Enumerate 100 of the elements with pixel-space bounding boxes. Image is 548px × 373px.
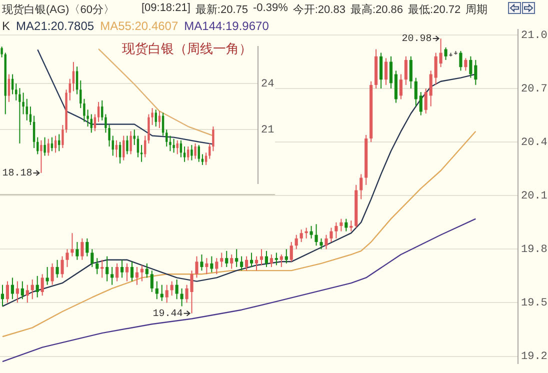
candlestick bbox=[195, 256, 198, 278]
candlestick bbox=[300, 229, 303, 243]
text: MA21:20.7805 bbox=[16, 19, 94, 33]
candlestick bbox=[340, 218, 343, 232]
candlestick bbox=[90, 248, 94, 268]
candlestick bbox=[118, 141, 122, 164]
candlestick bbox=[210, 256, 214, 273]
y-tick-label: 19.2 bbox=[521, 351, 548, 364]
candlestick bbox=[280, 254, 283, 268]
candlestick bbox=[18, 88, 21, 144]
candlestick bbox=[72, 61, 75, 92]
candlestick bbox=[220, 252, 224, 268]
text: MA55:20.4607 bbox=[100, 19, 178, 33]
candlestick bbox=[183, 146, 186, 162]
text: 最高:20.86 bbox=[350, 2, 404, 17]
candlestick bbox=[474, 59, 478, 86]
candlestick bbox=[140, 264, 144, 282]
candlestick bbox=[444, 46, 448, 60]
candlestick bbox=[44, 136, 46, 156]
candlestick bbox=[324, 234, 328, 250]
candlestick bbox=[414, 77, 418, 107]
candlestick bbox=[284, 248, 288, 264]
candlestick bbox=[96, 258, 99, 275]
candlestick bbox=[104, 114, 107, 134]
candlestick bbox=[165, 284, 168, 304]
candlestick bbox=[80, 80, 82, 109]
candlestick bbox=[260, 248, 264, 266]
candlestick bbox=[254, 256, 258, 272]
text: MA144:19.9670 bbox=[184, 19, 269, 33]
candlestick bbox=[384, 58, 388, 86]
y-tick-label: 21.0 bbox=[521, 30, 548, 42]
candlestick bbox=[145, 262, 148, 278]
candlestick bbox=[459, 50, 462, 72]
candlestick bbox=[270, 254, 273, 268]
y-tick-label: 19.8 bbox=[521, 244, 548, 256]
candlestick bbox=[409, 56, 412, 90]
candlestick bbox=[469, 56, 472, 78]
y-tick-label: 20.7 bbox=[521, 83, 548, 96]
chart-title: 现货白银(AG)〈60分〉 bbox=[2, 3, 114, 17]
candlestick bbox=[235, 248, 238, 268]
candlestick bbox=[150, 270, 154, 292]
candlestick bbox=[169, 135, 172, 152]
candlestick bbox=[46, 266, 49, 286]
candlestick bbox=[310, 225, 313, 239]
y-tick-label: 20.1 bbox=[521, 190, 548, 203]
candlestick bbox=[80, 238, 84, 260]
candlestick bbox=[70, 232, 74, 257]
candlestick bbox=[101, 100, 104, 121]
candlestick bbox=[230, 254, 234, 270]
candlestick bbox=[344, 218, 348, 232]
candlestick bbox=[151, 108, 154, 126]
candlestick bbox=[8, 74, 10, 102]
candlestick bbox=[62, 124, 64, 149]
candlestick bbox=[29, 106, 32, 126]
candlestick bbox=[160, 284, 164, 302]
candlestick bbox=[250, 252, 254, 268]
candlestick bbox=[60, 256, 64, 278]
candlestick bbox=[130, 130, 132, 155]
candlestick bbox=[22, 92, 24, 115]
candlestick bbox=[290, 242, 293, 262]
candlestick bbox=[175, 279, 178, 300]
candlestick bbox=[106, 256, 109, 282]
candlestick bbox=[320, 238, 323, 250]
candlestick bbox=[399, 74, 402, 100]
candlestick bbox=[110, 266, 114, 286]
candlestick bbox=[32, 115, 36, 149]
candlestick bbox=[125, 262, 129, 282]
text: 最新:20.75 bbox=[195, 2, 248, 17]
candlestick bbox=[424, 88, 428, 114]
candlestick bbox=[190, 144, 193, 161]
candlestick bbox=[379, 52, 383, 90]
chart-title: 现货白银（周线一角） bbox=[122, 42, 252, 57]
candlestick bbox=[429, 70, 432, 107]
candlestick bbox=[439, 38, 442, 68]
candlestick bbox=[404, 56, 408, 86]
y-tick-label: 20.4 bbox=[521, 136, 548, 149]
candlestick bbox=[135, 266, 139, 286]
candlestick bbox=[155, 280, 158, 300]
candlestick bbox=[86, 238, 89, 257]
candlestick bbox=[30, 279, 34, 300]
candlestick bbox=[130, 261, 134, 282]
candlestick bbox=[172, 138, 175, 154]
candlestick bbox=[0, 46, 3, 58]
y-tick-label: 21 bbox=[261, 124, 275, 137]
candlestick bbox=[76, 66, 78, 95]
candlestick bbox=[36, 275, 39, 298]
candlestick bbox=[122, 135, 125, 161]
candlestick bbox=[194, 142, 196, 160]
candlestick bbox=[40, 274, 44, 296]
candlestick bbox=[148, 114, 150, 144]
text: -0.39% bbox=[253, 2, 288, 16]
candlestick bbox=[464, 58, 468, 72]
candlestick bbox=[120, 259, 124, 278]
annotation: 18.18 bbox=[2, 168, 32, 180]
candlestick bbox=[204, 152, 208, 166]
candlestick bbox=[154, 109, 157, 128]
candlestick bbox=[330, 227, 333, 243]
candlestick bbox=[389, 56, 393, 90]
y-tick-label: 24 bbox=[261, 78, 275, 90]
candlestick bbox=[245, 256, 248, 272]
